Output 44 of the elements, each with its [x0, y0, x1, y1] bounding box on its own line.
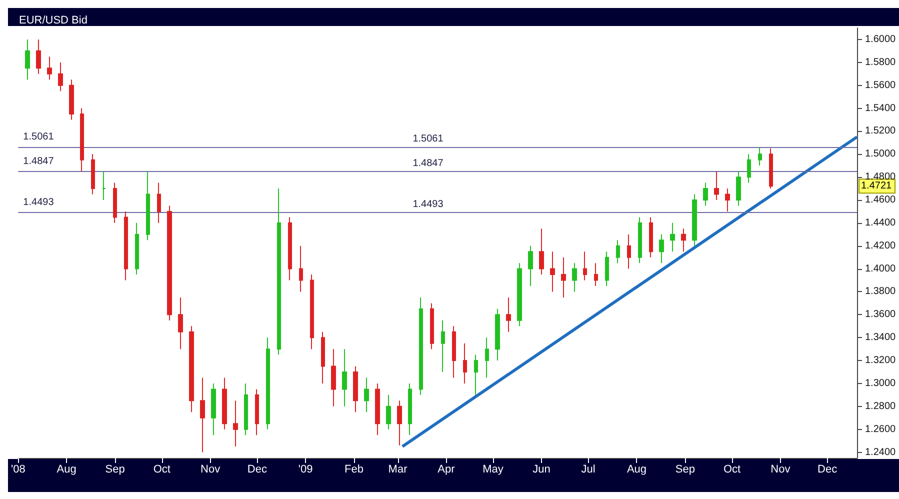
y-tick-label: 1.2800: [865, 400, 896, 412]
y-tick-label: 1.3400: [865, 332, 896, 344]
x-tick-label: '08: [10, 464, 26, 476]
x-tick-label: Mar: [388, 464, 408, 476]
y-tick-label: 1.6000: [865, 34, 896, 45]
y-tick-label: 1.5600: [865, 80, 896, 91]
x-tick-label: '09: [298, 464, 313, 476]
y-tick-label: 1.4000: [865, 263, 896, 274]
text: 1.4847: [23, 156, 54, 168]
y-tick-label: 1.4600: [865, 194, 896, 206]
y-tick-label: 1.2400: [865, 446, 896, 458]
x-tick-label: Jul: [581, 464, 596, 476]
y-tick-label: 1.2600: [865, 424, 896, 435]
ref-line-label: 1.4493: [412, 198, 444, 210]
x-tick-label: Sep: [675, 464, 695, 476]
x-tick-label: Sep: [105, 464, 125, 476]
x-tick-label: Oct: [723, 464, 741, 476]
x-tick-label: May: [482, 464, 504, 476]
x-tick-label: Apr: [438, 464, 456, 476]
x-tick-label: Nov: [770, 464, 791, 476]
text: 1.4493: [23, 196, 54, 208]
y-tick-label: 1.3200: [865, 355, 896, 366]
x-tick-label: Aug: [626, 464, 647, 476]
x-tick-label: Dec: [247, 464, 268, 476]
chart-title: EUR/USD Bid: [19, 14, 88, 26]
y-tick-label: 1.4200: [865, 240, 896, 252]
ref-line-label: 1.4847: [412, 158, 444, 170]
y-tick-label: 1.3000: [865, 378, 896, 389]
y-tick-label: 1.5000: [865, 148, 896, 160]
text: 1.5061: [23, 132, 54, 143]
ref-line-label: 1.5061: [412, 134, 444, 145]
y-tick-label: 1.4400: [865, 217, 896, 228]
y-tick-label: 1.5800: [865, 56, 896, 68]
x-tick-label: Jun: [532, 464, 550, 476]
x-tick-label: Aug: [56, 464, 76, 476]
y-tick-label: 1.3600: [865, 309, 896, 320]
x-tick-label: Oct: [153, 464, 170, 476]
y-tick-label: 1.5200: [865, 126, 896, 137]
x-tick-label: Dec: [818, 464, 838, 476]
x-tick-label: Feb: [344, 464, 364, 476]
y-tick-label: 1.3800: [865, 286, 896, 298]
text: 1.4721: [861, 180, 892, 192]
y-tick-label: 1.5400: [865, 102, 896, 114]
x-tick-label: Nov: [200, 464, 221, 476]
